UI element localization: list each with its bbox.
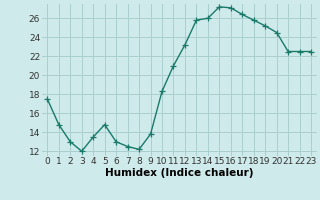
- X-axis label: Humidex (Indice chaleur): Humidex (Indice chaleur): [105, 168, 253, 178]
